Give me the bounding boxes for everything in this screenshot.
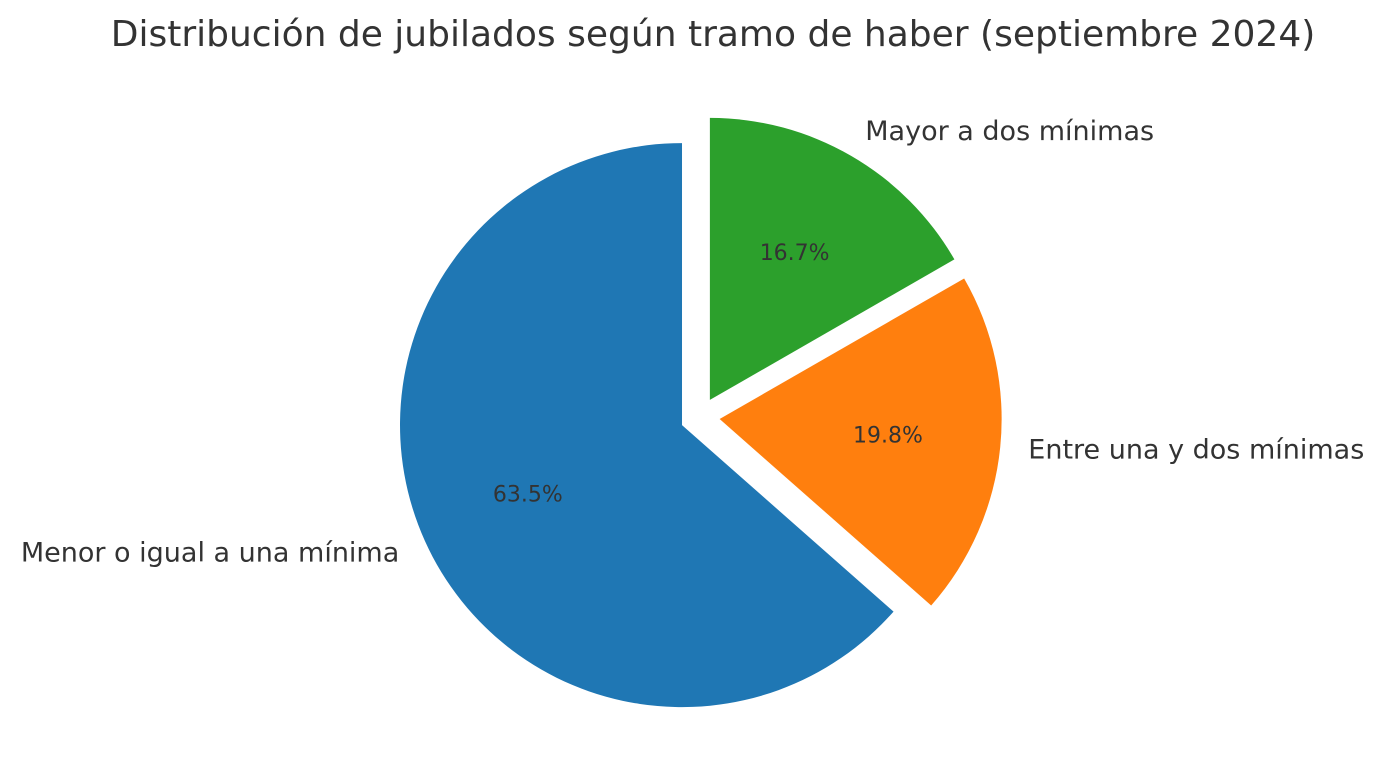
slice-percent-label: 63.5% (493, 482, 563, 507)
pie-slice (709, 117, 955, 400)
slice-category-label: Mayor a dos mínimas (865, 116, 1154, 147)
pie-slice (400, 143, 894, 708)
slice-percent-label: 19.8% (853, 423, 923, 448)
slice-percent-label: 16.7% (760, 241, 830, 266)
pie-labels: 63.5% Menor o igual a una mínima 19.8% Entr… (21, 116, 1364, 568)
slice-category-label: Entre una y dos mínimas (1028, 435, 1364, 466)
chart-title: Distribución de jubilados según tramo de… (111, 14, 1316, 55)
pie-slice (719, 278, 1002, 606)
pie-slices (400, 117, 1002, 708)
slice-category-label: Menor o igual a una mínima (21, 537, 399, 568)
